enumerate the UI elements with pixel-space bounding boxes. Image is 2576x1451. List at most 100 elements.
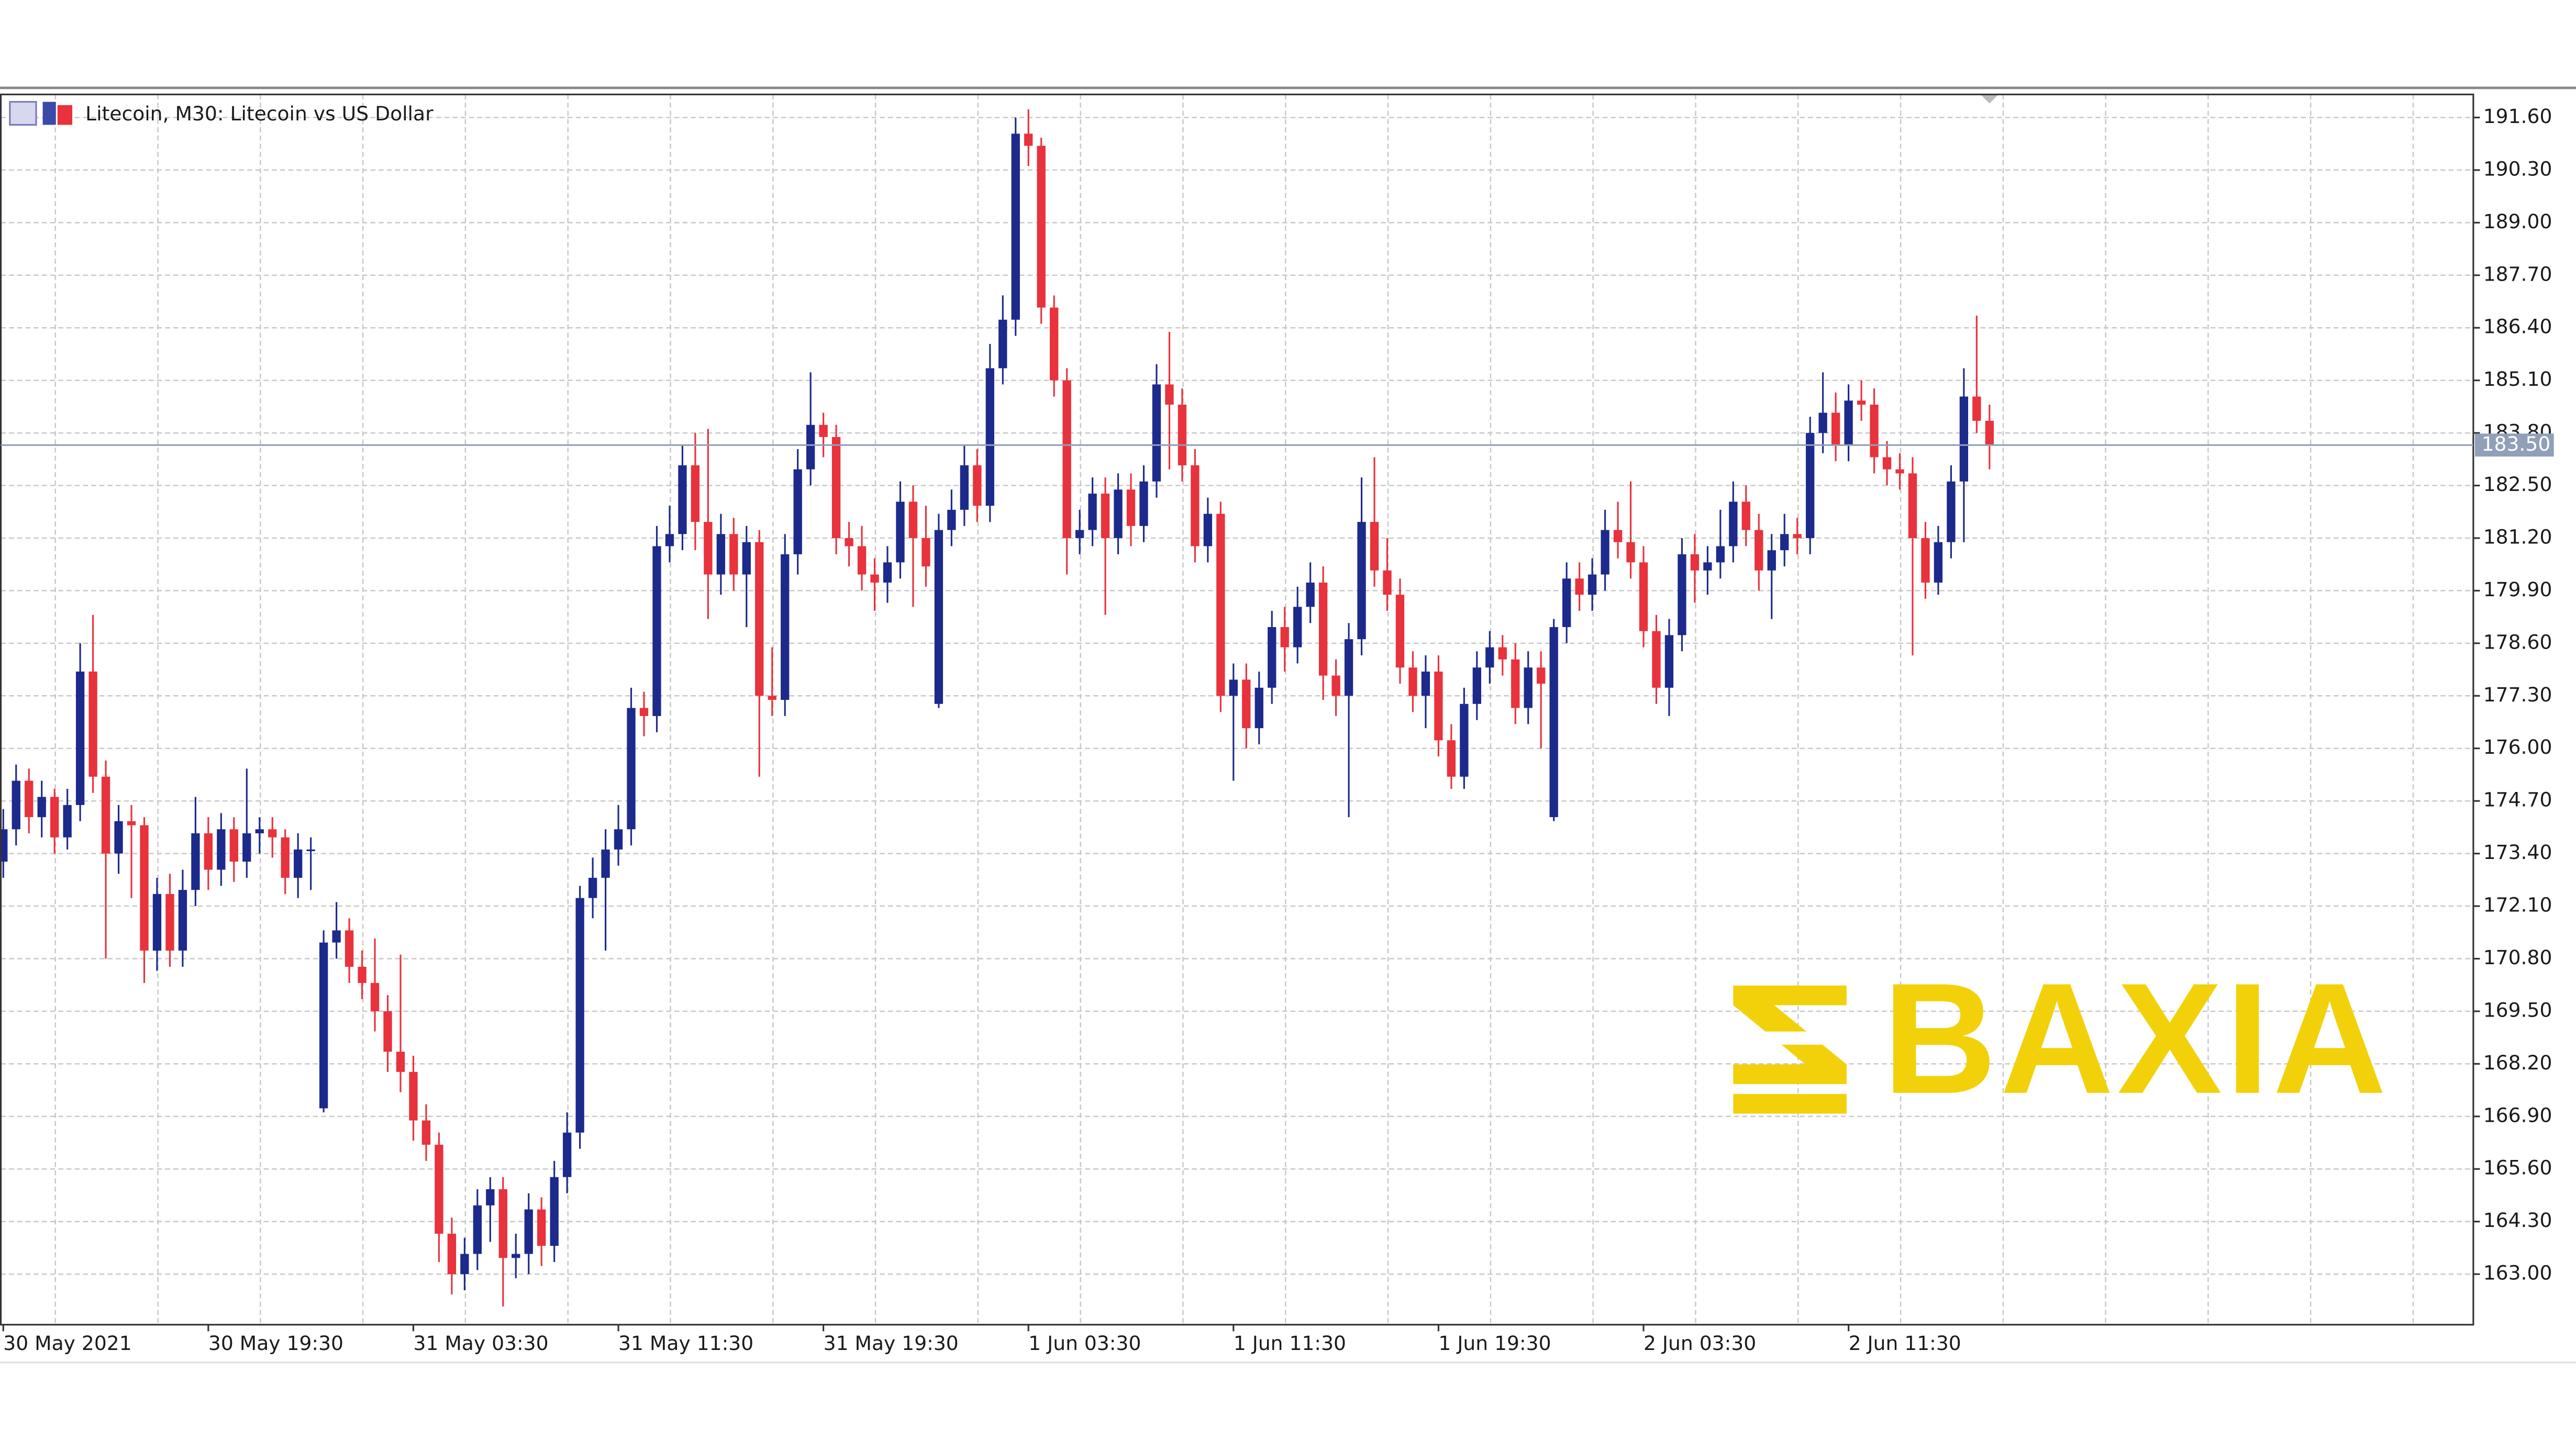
x-tick-label: 31 May 11:30 xyxy=(618,1332,753,1355)
candle-body xyxy=(639,708,649,716)
candle-body xyxy=(870,574,879,583)
y-tick-label: 191.60 xyxy=(2483,105,2552,128)
candle-body xyxy=(1152,384,1161,482)
y-tick-label: 187.70 xyxy=(2483,262,2552,285)
candle-body xyxy=(1357,522,1366,640)
y-tick-label: 163.00 xyxy=(2483,1262,2552,1285)
candle-body xyxy=(1511,659,1520,708)
candle-body xyxy=(1268,627,1276,688)
y-tick-label: 182.50 xyxy=(2483,473,2552,496)
candle-body xyxy=(281,837,290,878)
candle-body xyxy=(1434,671,1443,741)
y-tick-label: 168.20 xyxy=(2483,1051,2552,1074)
candle-body xyxy=(1575,578,1584,595)
x-tick-label: 1 Jun 19:30 xyxy=(1438,1332,1551,1355)
x-tick-label: 31 May 19:30 xyxy=(824,1332,959,1355)
y-tick-label: 174.70 xyxy=(2483,788,2552,811)
candle-body xyxy=(1921,538,1930,583)
candle-body xyxy=(1780,534,1789,551)
candle-body xyxy=(588,877,597,898)
candle-body xyxy=(1626,542,1635,563)
candle-body xyxy=(1037,146,1046,308)
candle-body xyxy=(242,833,251,862)
candle-body xyxy=(845,538,853,546)
candle-body xyxy=(1562,578,1571,627)
candle-body xyxy=(1011,133,1020,320)
candle-body xyxy=(1947,481,1956,542)
candle-body xyxy=(255,829,264,833)
candle-body xyxy=(1254,687,1263,729)
candle-body xyxy=(421,1120,431,1145)
candle-body xyxy=(921,538,930,567)
logo-cut xyxy=(1745,1031,1837,1045)
icon-bar xyxy=(42,102,56,125)
candle-body xyxy=(140,825,149,951)
candle-body xyxy=(1844,400,1853,445)
candle-body xyxy=(524,1209,533,1254)
candle-body xyxy=(152,894,162,951)
candle-body xyxy=(716,534,726,575)
candle-body xyxy=(178,890,187,951)
candle-body xyxy=(1293,607,1302,648)
candle-body xyxy=(1664,635,1674,688)
candle-body xyxy=(101,776,110,854)
candle-body xyxy=(947,509,956,530)
grid xyxy=(1,94,2473,1325)
x-tick-label: 2 Jun 11:30 xyxy=(1849,1332,1961,1355)
candle-body xyxy=(857,546,867,575)
candle-body xyxy=(665,534,674,546)
candle-body xyxy=(50,797,59,838)
candle-body xyxy=(537,1209,546,1246)
y-tick-label: 190.30 xyxy=(2483,157,2552,180)
current-price-box xyxy=(2475,433,2554,457)
y-tick-label: 186.40 xyxy=(2483,315,2552,338)
x-tick-label: 1 Jun 03:30 xyxy=(1028,1332,1141,1355)
candle-body xyxy=(1318,582,1328,676)
x-tick-label: 30 May 2021 xyxy=(3,1332,131,1355)
candle-body xyxy=(1678,554,1686,635)
candle-body xyxy=(1537,667,1546,684)
candle-body xyxy=(1101,493,1110,538)
candle-body xyxy=(435,1144,443,1234)
candle-body xyxy=(1601,530,1609,575)
candle-body xyxy=(127,821,136,825)
candle-body xyxy=(1447,740,1456,777)
candle-body xyxy=(1729,501,1738,546)
y-tick-label: 176.00 xyxy=(2483,735,2552,758)
candle-body xyxy=(1690,554,1700,571)
candle-body xyxy=(1331,675,1340,696)
candle-body xyxy=(1485,647,1494,668)
x-tick-label: 2 Jun 03:30 xyxy=(1644,1332,1756,1355)
candle-body xyxy=(691,465,700,522)
candle-body xyxy=(781,554,790,700)
candle-body xyxy=(1524,667,1533,708)
candle-body xyxy=(806,425,815,470)
candle-body xyxy=(627,708,636,830)
candle-body xyxy=(1703,562,1712,571)
candle-body xyxy=(1216,514,1225,696)
y-tick-label: 181.20 xyxy=(2483,525,2552,548)
candle-body xyxy=(1370,522,1379,571)
candle-body xyxy=(1280,627,1289,648)
candle-body xyxy=(1114,489,1123,538)
candle-body xyxy=(755,542,764,696)
icon-window xyxy=(9,101,37,126)
candle-body xyxy=(819,425,828,437)
candle-body xyxy=(1895,469,1904,474)
candle-body xyxy=(562,1132,572,1177)
candle-body xyxy=(217,829,226,870)
y-tick-label: 179.90 xyxy=(2483,578,2552,601)
candle-body xyxy=(1075,530,1084,538)
candle-body xyxy=(1882,457,1892,470)
candle-body xyxy=(960,465,969,510)
y-tick-label: 170.80 xyxy=(2483,946,2552,969)
candle-body xyxy=(1934,542,1943,583)
candle-body xyxy=(460,1254,469,1275)
candle-body xyxy=(1652,631,1661,688)
candle-body xyxy=(63,805,72,838)
candle-body xyxy=(345,930,354,967)
candle-body xyxy=(1549,627,1558,818)
candle-body xyxy=(1959,396,1969,482)
candle-body xyxy=(742,542,751,575)
